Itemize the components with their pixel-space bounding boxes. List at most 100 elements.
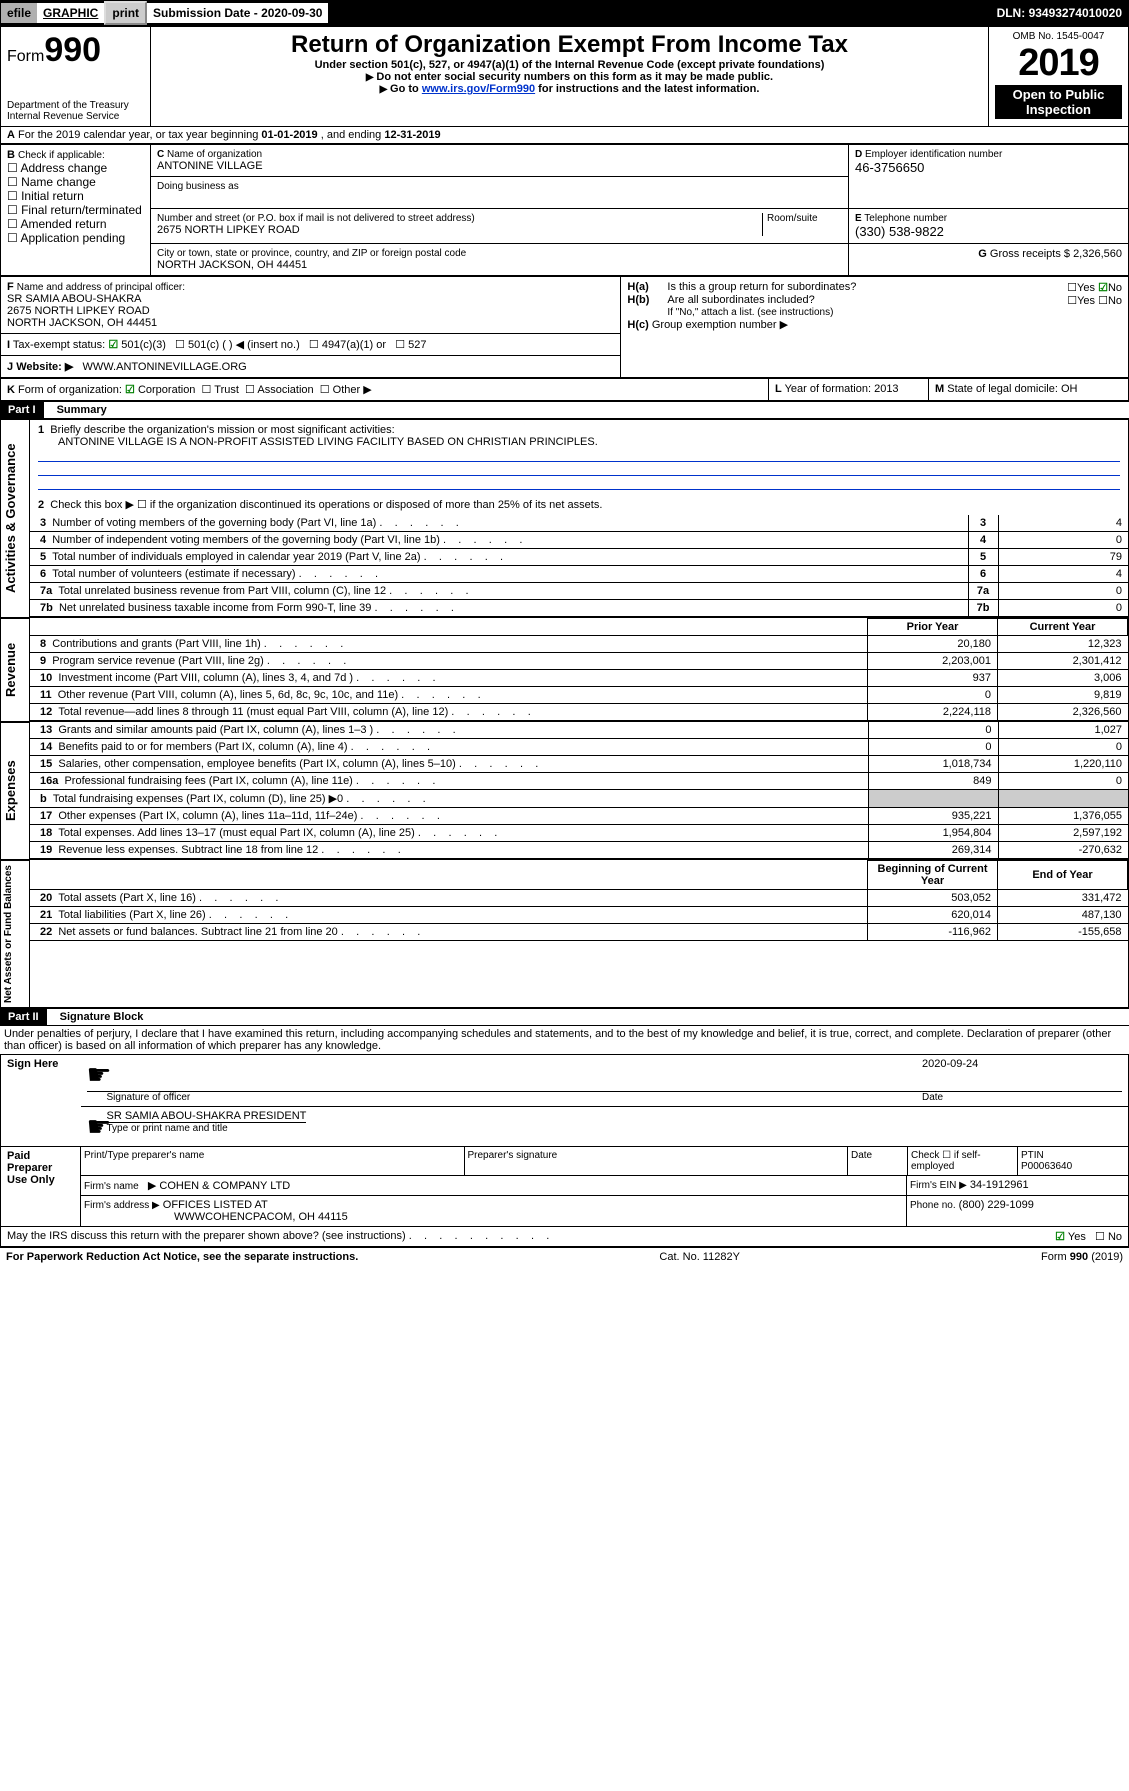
hb-yes[interactable]: Yes bbox=[1077, 295, 1095, 307]
i-527[interactable]: 527 bbox=[408, 339, 426, 351]
a-end: 12-31-2019 bbox=[384, 129, 440, 141]
prep-date-label: Date bbox=[848, 1147, 908, 1175]
firm-ein: 34-1912961 bbox=[970, 1179, 1029, 1191]
gross-receipts: 2,326,560 bbox=[1073, 248, 1122, 260]
footer: For Paperwork Reduction Act Notice, see … bbox=[0, 1247, 1129, 1266]
officer-street: 2675 NORTH LIPKEY ROAD bbox=[7, 305, 614, 317]
print-button[interactable]: print bbox=[104, 1, 147, 25]
a-begin: 01-01-2019 bbox=[261, 129, 317, 141]
ptin-label: PTIN bbox=[1021, 1150, 1044, 1161]
sub-date: 2020-09-30 bbox=[261, 6, 322, 20]
table-row: 20 Total assets (Part X, line 16)503,052… bbox=[30, 890, 1128, 907]
dln: DLN: 93493274010020 bbox=[991, 3, 1128, 23]
k-trust[interactable]: Trust bbox=[214, 384, 239, 396]
street-label: Number and street (or P.O. box if mail i… bbox=[157, 213, 762, 224]
hb-no[interactable]: No bbox=[1108, 295, 1122, 307]
firm-addr-label: Firm's address ▶ bbox=[84, 1200, 160, 1211]
ha-label: Is this a group return for subordinates? bbox=[667, 281, 1067, 294]
table-row: 18 Total expenses. Add lines 13–17 (must… bbox=[30, 825, 1128, 842]
goto-pre: Go to bbox=[390, 83, 422, 95]
d-label: Employer identification number bbox=[865, 149, 1002, 160]
chk-name[interactable]: ☐ Name change bbox=[7, 175, 144, 189]
form-title: Return of Organization Exempt From Incom… bbox=[157, 31, 982, 59]
c-label: Name of organization bbox=[167, 149, 262, 160]
l-label: Year of formation: bbox=[785, 383, 871, 395]
col-prior: Prior Year bbox=[868, 619, 998, 636]
table-row: 15 Salaries, other compensation, employe… bbox=[30, 756, 1128, 773]
net-table: Beginning of Current YearEnd of Year 20 … bbox=[30, 860, 1128, 941]
self-employed[interactable]: Check ☐ if self-employed bbox=[908, 1147, 1018, 1175]
domicile: OH bbox=[1061, 383, 1078, 395]
j-label: Website: ▶ bbox=[16, 361, 73, 373]
form-num: 990 bbox=[44, 31, 101, 69]
revenue-table: Prior YearCurrent Year 8 Contributions a… bbox=[30, 618, 1128, 721]
signature-block: Sign Here ☛ 2020-09-24 Signature of offi… bbox=[0, 1054, 1129, 1227]
part1-label: Part I bbox=[0, 402, 44, 418]
part1-header: Part I Summary bbox=[0, 401, 1129, 419]
graphic-link[interactable]: GRAPHIC bbox=[37, 3, 104, 23]
table-row: 10 Investment income (Part VIII, column … bbox=[30, 670, 1128, 687]
discuss-no[interactable]: No bbox=[1108, 1231, 1122, 1243]
chk-final[interactable]: ☐ Final return/terminated bbox=[7, 203, 144, 217]
firm-name-label: Firm's name bbox=[84, 1181, 139, 1192]
discuss-yes[interactable]: Yes bbox=[1068, 1231, 1086, 1243]
sub-label: Submission Date - bbox=[153, 6, 261, 20]
table-row: 4 Number of independent voting members o… bbox=[30, 532, 1128, 549]
dept-treasury: Department of the Treasury bbox=[7, 100, 144, 111]
form-header: Form990 Department of the Treasury Inter… bbox=[0, 26, 1129, 127]
firm-name: COHEN & COMPANY LTD bbox=[159, 1180, 290, 1192]
ha-yes[interactable]: Yes bbox=[1077, 282, 1095, 294]
table-row: 8 Contributions and grants (Part VIII, l… bbox=[30, 636, 1128, 653]
g-label: Gross receipts $ bbox=[990, 248, 1070, 260]
declaration: Under penalties of perjury, I declare th… bbox=[0, 1026, 1129, 1054]
box-b: B Check if applicable: ☐ Address change … bbox=[1, 145, 151, 276]
officer-print-name: SR SAMIA ABOU-SHAKRA PRESIDENT bbox=[107, 1110, 307, 1123]
chk-pending[interactable]: ☐ Application pending bbox=[7, 231, 144, 245]
box-i: I Tax-exempt status: ☑ 501(c)(3) ☐ 501(c… bbox=[1, 334, 621, 356]
table-row: 11 Other revenue (Part VIII, column (A),… bbox=[30, 687, 1128, 704]
f-label: Name and address of principal officer: bbox=[17, 282, 185, 293]
table-row: 3 Number of voting members of the govern… bbox=[30, 515, 1128, 532]
k-assoc[interactable]: Association bbox=[257, 384, 313, 396]
k-other[interactable]: Other ▶ bbox=[333, 384, 372, 396]
prep-name-label: Print/Type preparer's name bbox=[81, 1147, 465, 1175]
form-label: Form bbox=[7, 48, 44, 65]
sig-officer-label: Signature of officer bbox=[107, 1092, 923, 1103]
chk-initial[interactable]: ☐ Initial return bbox=[7, 189, 144, 203]
hb-note: If "No," attach a list. (see instruction… bbox=[627, 307, 1122, 318]
i-501c3[interactable]: 501(c)(3) bbox=[121, 339, 166, 351]
room-label: Room/suite bbox=[762, 213, 842, 236]
goto-note: Go to www.irs.gov/Form990 for instructio… bbox=[157, 83, 982, 95]
i-4947[interactable]: 4947(a)(1) or bbox=[322, 339, 386, 351]
firm-addr1: OFFICES LISTED AT bbox=[163, 1199, 268, 1211]
form-ref: Form 990 (2019) bbox=[1041, 1251, 1123, 1263]
table-row: 17 Other expenses (Part IX, column (A), … bbox=[30, 808, 1128, 825]
k-corp[interactable]: Corporation bbox=[138, 384, 195, 396]
website: WWW.ANTONINEVILLAGE.ORG bbox=[83, 361, 247, 373]
table-row: b Total fundraising expenses (Part IX, c… bbox=[30, 790, 1128, 808]
form-number: Form990 bbox=[7, 31, 144, 70]
efile-label: efile bbox=[1, 3, 37, 23]
table-row: 6 Total number of volunteers (estimate i… bbox=[30, 566, 1128, 583]
form990-link[interactable]: www.irs.gov/Form990 bbox=[422, 83, 535, 95]
table-row: 19 Revenue less expenses. Subtract line … bbox=[30, 842, 1128, 859]
chk-amended[interactable]: ☐ Amended return bbox=[7, 217, 144, 231]
line-a: A For the 2019 calendar year, or tax yea… bbox=[0, 127, 1129, 144]
expenses-table: 13 Grants and similar amounts paid (Part… bbox=[30, 722, 1128, 859]
klm-block: K Form of organization: ☑ Corporation ☐ … bbox=[0, 378, 1129, 401]
b-label: Check if applicable: bbox=[18, 150, 105, 161]
year-formation: 2013 bbox=[874, 383, 898, 395]
paid-preparer: Paid Preparer Use Only bbox=[1, 1147, 81, 1227]
firm-addr2: WWWCOHENCPACOM, OH 44115 bbox=[84, 1211, 348, 1223]
city: NORTH JACKSON, OH 44451 bbox=[157, 259, 842, 271]
a-mid: , and ending bbox=[318, 129, 385, 141]
col-current: Current Year bbox=[998, 619, 1128, 636]
ha-no[interactable]: No bbox=[1108, 282, 1122, 294]
tax-year: 2019 bbox=[995, 42, 1122, 85]
table-row: 21 Total liabilities (Part X, line 26)62… bbox=[30, 907, 1128, 924]
table-row: 14 Benefits paid to or for members (Part… bbox=[30, 739, 1128, 756]
discuss-row: May the IRS discuss this return with the… bbox=[0, 1227, 1129, 1247]
chk-address[interactable]: ☐ Address change bbox=[7, 161, 144, 175]
table-row: 13 Grants and similar amounts paid (Part… bbox=[30, 722, 1128, 739]
i-501c[interactable]: 501(c) ( ) ◀ (insert no.) bbox=[188, 339, 300, 351]
